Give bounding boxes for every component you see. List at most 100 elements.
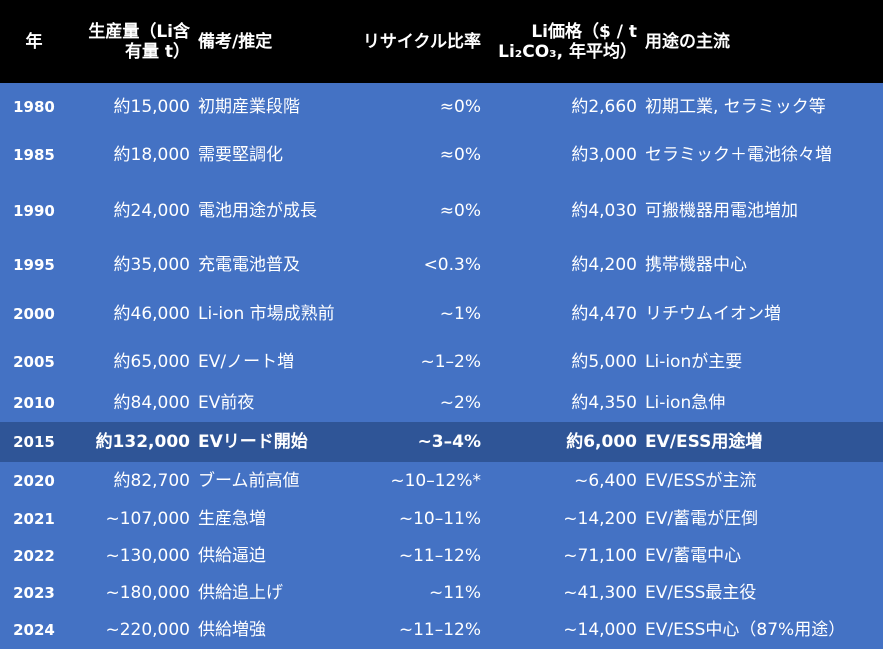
- cell-price: 約2,660: [571, 96, 637, 117]
- cell-year: 2020: [13, 472, 55, 490]
- cell-note: Li-ion 市場成熟前: [198, 304, 335, 324]
- cell-production: ~130,000: [105, 545, 190, 566]
- cell-year: 1985: [13, 146, 55, 164]
- table-row: 1995 約35,000 充電電池普及 <0.3% 約4,200 携帯機器中心: [0, 242, 883, 287]
- table-row: 1990 約24,000 電池用途が成長 ≈0% 約4,030 可搬機器用電池増加: [0, 180, 883, 242]
- cell-year: 2010: [13, 393, 55, 412]
- table-row: 2005 約65,000 EV/ノート増 ~1–2% 約5,000 Li-ionが主要: [0, 341, 883, 383]
- cell-use: EV/ESS中心（87%用途）: [645, 620, 846, 640]
- cell-production: ~220,000: [105, 620, 190, 640]
- header-note: 備考/推定: [198, 31, 273, 52]
- cell-note: EVリード開始: [198, 432, 308, 452]
- cell-year: 1995: [13, 255, 55, 274]
- cell-price: ~14,000: [563, 620, 637, 640]
- cell-price: ~6,400: [574, 471, 637, 491]
- cell-recycle: ≈0%: [439, 96, 481, 117]
- cell-price: 約4,030: [571, 201, 637, 221]
- cell-note: 供給追上げ: [198, 582, 283, 603]
- table-row: 2010 約84,000 EV前夜 ~2% 約4,350 Li-ion急伸: [0, 383, 883, 422]
- cell-use: 携帯機器中心: [645, 254, 747, 275]
- cell-note: EV前夜: [198, 392, 255, 413]
- cell-recycle: ≈0%: [439, 201, 481, 221]
- cell-year: 1990: [13, 202, 55, 220]
- cell-year: 2000: [13, 305, 55, 323]
- cell-price: 約4,350: [571, 392, 637, 413]
- table-row: 2021 ~107,000 生産急増 ~10–11% ~14,200 EV/蓄電が圧倒: [0, 500, 883, 537]
- cell-recycle: ~10–11%: [398, 508, 481, 529]
- cell-use: EV/ESS用途増: [645, 432, 763, 452]
- cell-production: 約84,000: [113, 392, 190, 413]
- cell-price: ~41,300: [563, 582, 637, 603]
- table-body: 1980 約15,000 初期産業段階 ≈0% 約2,660 初期工業, セラミック等 19…: [0, 83, 883, 649]
- cell-use: 可搬機器用電池増加: [645, 201, 798, 221]
- header-price: Li価格（$ / t Li₂CO₃, 年平均）: [498, 21, 637, 62]
- cell-recycle: ~11%: [428, 582, 481, 603]
- cell-recycle: <0.3%: [423, 254, 481, 275]
- cell-use: EV/蓄電中心: [645, 545, 742, 566]
- table-row: 1980 約15,000 初期産業段階 ≈0% 約2,660 初期工業, セラミック等: [0, 83, 883, 130]
- cell-price: 約4,470: [571, 304, 637, 324]
- cell-recycle: ~10–12%*: [390, 471, 481, 491]
- cell-recycle: ~1–2%: [420, 352, 481, 372]
- cell-use: EV/蓄電が圧倒: [645, 508, 759, 529]
- cell-price: 約5,000: [571, 352, 637, 372]
- cell-year: 2022: [13, 546, 55, 565]
- cell-price: ~14,200: [563, 508, 637, 529]
- table-row: 2015 約132,000 EVリード開始 ~3–4% 約6,000 EV/ESS用途増: [0, 422, 883, 462]
- cell-use: EV/ESS最主役: [645, 582, 757, 603]
- cell-note: ブーム前高値: [198, 471, 300, 491]
- cell-use: EV/ESSが主流: [645, 471, 757, 491]
- cell-use: Li-ionが主要: [645, 352, 743, 372]
- table-row: 2000 約46,000 Li-ion 市場成熟前 ~1% 約4,470 リチウムイオン増: [0, 287, 883, 341]
- cell-year: 2021: [13, 509, 55, 528]
- cell-use: Li-ion急伸: [645, 392, 726, 413]
- cell-recycle: ~1%: [439, 304, 481, 324]
- cell-year: 1980: [13, 97, 55, 116]
- cell-price: 約6,000: [566, 432, 637, 452]
- cell-production: 約24,000: [113, 201, 190, 221]
- cell-recycle: ~3–4%: [417, 432, 481, 452]
- cell-note: 供給増強: [198, 620, 266, 640]
- cell-production: 約82,700: [113, 471, 190, 491]
- table-row: 2023 ~180,000 供給追上げ ~11% ~41,300 EV/ESS最主役: [0, 574, 883, 611]
- cell-production: 約15,000: [113, 96, 190, 117]
- cell-price: 約4,200: [571, 254, 637, 275]
- header-production: 生産量（Li含有量 t）: [88, 21, 190, 62]
- table-row: 1985 約18,000 需要堅調化 ≈0% 約3,000 セラミック＋電池徐々増: [0, 130, 883, 180]
- cell-note: 充電電池普及: [198, 254, 300, 275]
- cell-note: 需要堅調化: [198, 145, 283, 165]
- header-recycle: リサイクル比率: [362, 31, 481, 52]
- cell-price: 約3,000: [571, 145, 637, 165]
- cell-recycle: ≈0%: [439, 145, 481, 165]
- cell-production: ~107,000: [105, 508, 190, 529]
- cell-note: 生産急増: [198, 508, 266, 529]
- cell-year: 2005: [13, 353, 55, 371]
- header-year: 年: [25, 31, 43, 52]
- cell-recycle: ~2%: [439, 392, 481, 413]
- cell-note: 供給逼迫: [198, 545, 266, 566]
- cell-production: 約46,000: [113, 304, 190, 324]
- cell-note: 電池用途が成長: [198, 201, 317, 221]
- cell-production: 約132,000: [95, 432, 190, 452]
- cell-production: 約65,000: [113, 352, 190, 372]
- table-row: 2022 ~130,000 供給逼迫 ~11–12% ~71,100 EV/蓄電中心: [0, 537, 883, 574]
- cell-price: ~71,100: [563, 545, 637, 566]
- cell-use: セラミック＋電池徐々増: [645, 145, 832, 165]
- cell-production: 約18,000: [113, 145, 190, 165]
- header-use: 用途の主流: [645, 31, 730, 52]
- cell-year: 2023: [13, 583, 55, 602]
- cell-use: リチウムイオン増: [645, 304, 781, 324]
- table-header: 年 生産量（Li含有量 t） 備考/推定 リサイクル比率 Li価格（$ / t …: [0, 0, 883, 83]
- cell-production: ~180,000: [105, 582, 190, 603]
- cell-recycle: ~11–12%: [398, 620, 481, 640]
- cell-note: EV/ノート増: [198, 352, 295, 372]
- cell-year: 2015: [13, 433, 55, 451]
- cell-year: 2024: [13, 621, 55, 639]
- cell-use: 初期工業, セラミック等: [645, 96, 826, 117]
- cell-recycle: ~11–12%: [398, 545, 481, 566]
- cell-note: 初期産業段階: [198, 96, 300, 117]
- cell-production: 約35,000: [113, 254, 190, 275]
- table-row: 2024 ~220,000 供給増強 ~11–12% ~14,000 EV/ESS中心（8…: [0, 611, 883, 649]
- table-row: 2020 約82,700 ブーム前高値 ~10–12%* ~6,400 EV/ESSが主流: [0, 462, 883, 500]
